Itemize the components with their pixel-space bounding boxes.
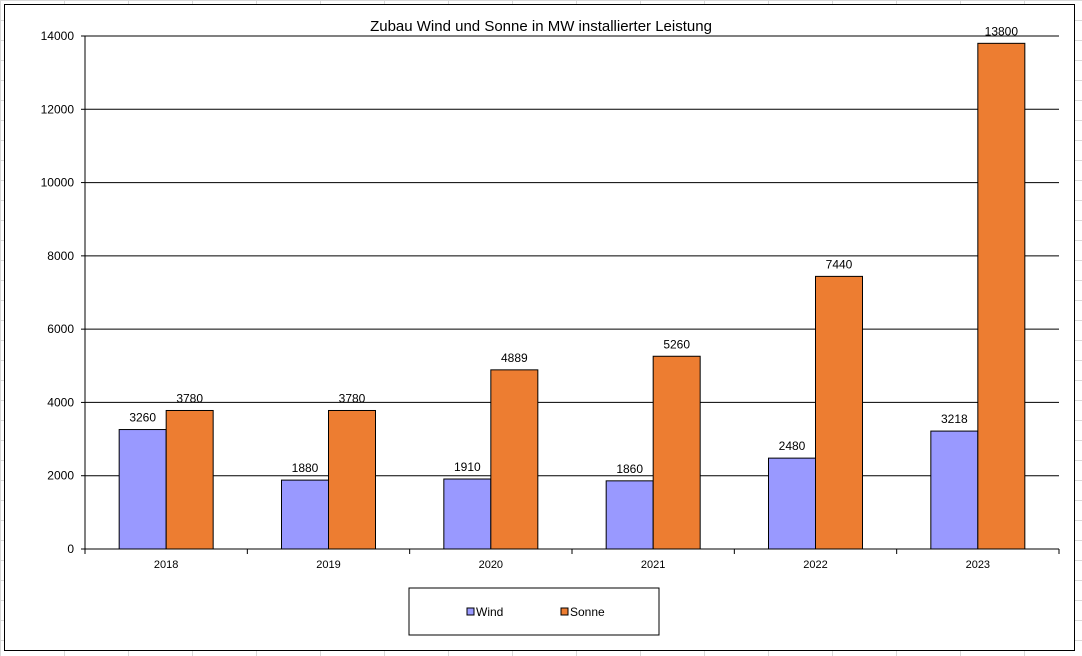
data-label-sonne-2023: 13800 [985,24,1019,38]
data-label-sonne-2018: 3780 [176,391,203,405]
y-tick-label-5: 10000 [41,176,75,190]
data-labels: 3260 3780 1880 3780 1910 4889 1860 5260 2480 7440… [129,24,1018,476]
data-label-wind-2018: 3260 [129,411,156,425]
bar-wind-2019 [281,479,329,550]
data-label-wind-2019: 1880 [292,461,319,475]
legend-label-wind: Wind [476,605,503,619]
x-tick-label-2022: 2022 [803,559,827,571]
x-tick-label-2018: 2018 [154,559,178,571]
legend-swatch-sonne [560,607,569,616]
legend: Wind Sonne [408,587,660,636]
bar-sonne-2019 [328,409,376,550]
data-label-wind-2023: 3218 [941,412,968,426]
data-label-wind-2020: 1910 [454,460,481,474]
data-label-sonne-2020: 4889 [501,351,528,365]
data-label-wind-2021: 1860 [616,462,643,476]
legend-label-sonne: Sonne [570,605,605,619]
x-tick-label-2019: 2019 [316,559,340,571]
bar-sonne-2022 [815,275,863,550]
bar-sonne-2018 [165,409,214,550]
data-label-wind-2022: 2480 [779,439,806,453]
bar-wind-2021 [605,480,654,550]
y-tick-label-7: 14000 [41,29,75,43]
y-tick-label-2: 4000 [47,395,74,409]
data-label-sonne-2021: 5260 [663,337,690,351]
bar-sonne-2021 [652,355,701,550]
bars [118,42,1026,550]
y-tick-label-4: 8000 [47,249,74,263]
y-tick-label-3: 6000 [47,322,74,336]
gridlines [85,35,1059,477]
legend-swatch-wind [466,607,475,616]
x-tick-label-2020: 2020 [479,559,503,571]
legend-box [408,587,660,636]
y-tick-label-0: 0 [67,542,74,556]
y-tick-label-6: 12000 [41,102,75,116]
x-tick-label-2021: 2021 [641,559,665,571]
bar-sonne-2020 [490,369,539,550]
x-axis: 2018 2019 2020 2021 2022 2023 [84,548,1060,571]
y-tick-label-1: 2000 [47,469,74,483]
y-axis: 0 2000 4000 6000 8000 10000 12000 14000 [41,29,86,556]
x-tick-label-2023: 2023 [966,559,990,571]
data-label-sonne-2022: 7440 [826,257,853,271]
bar-wind-2020 [443,478,492,550]
chart-title: Zubau Wind und Sonne in MW installierter… [370,18,712,35]
bar-wind-2023 [930,430,979,550]
bar-wind-2022 [768,457,816,550]
bar-wind-2018 [118,429,167,550]
bar-sonne-2023 [977,42,1026,550]
data-label-sonne-2019: 3780 [339,391,366,405]
